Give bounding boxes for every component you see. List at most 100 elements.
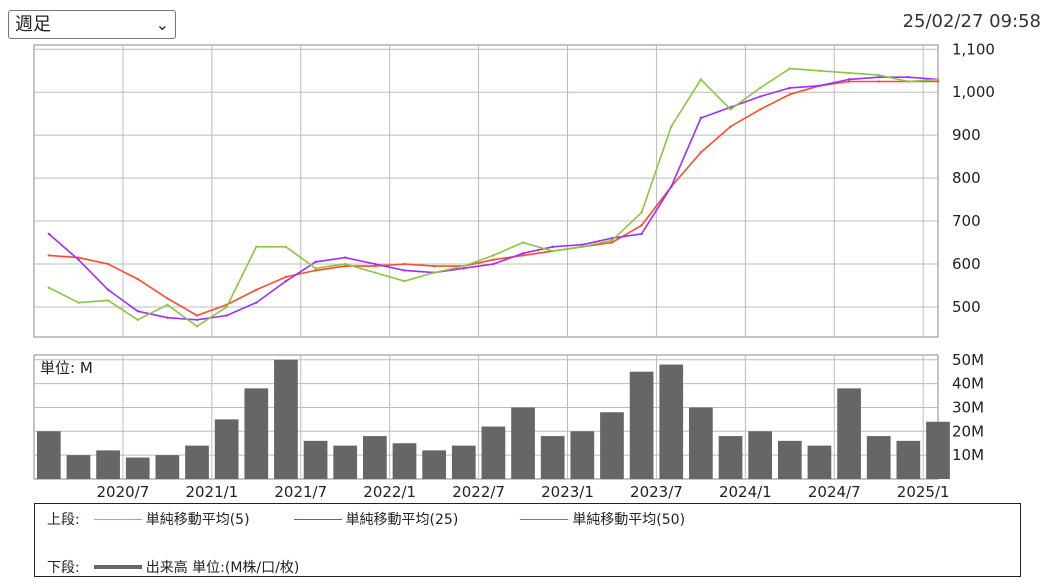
volume-bar xyxy=(66,455,91,479)
legend-volume-swatch xyxy=(93,565,142,569)
series-point-ma5 xyxy=(818,69,821,72)
volume-y-tick-label: 10M xyxy=(952,446,984,464)
series-point-ma25 xyxy=(640,232,643,236)
series-point-ma5 xyxy=(877,73,880,77)
series-point-ma5 xyxy=(521,241,525,244)
series-point-ma25 xyxy=(403,269,406,272)
x-tick-label: 2024/1 xyxy=(719,483,772,500)
volume-y-tick-label: 30M xyxy=(952,398,984,416)
series-point-ma50 xyxy=(699,151,703,154)
series-point-ma25 xyxy=(670,185,673,188)
series-point-ma25 xyxy=(847,78,851,81)
volume-bar xyxy=(155,455,180,479)
price-y-tick-label: 900 xyxy=(952,126,981,144)
x-tick-label: 2024/7 xyxy=(808,483,861,500)
series-point-ma25 xyxy=(907,76,910,79)
legend: 上段: 単純移動平均(5) 単純移動平均(25) 単純移動平均(50) 下段: … xyxy=(34,503,1021,577)
volume-bar xyxy=(303,440,328,479)
volume-bar xyxy=(451,445,476,479)
series-point-ma5 xyxy=(551,249,554,253)
volume-bar xyxy=(896,440,921,479)
series-point-ma5 xyxy=(610,239,614,242)
series-point-ma25 xyxy=(314,260,317,264)
series-point-ma5 xyxy=(106,299,110,302)
series-point-ma25 xyxy=(818,84,821,87)
series-point-ma5 xyxy=(77,301,80,304)
legend-ma25-label: 単純移動平均(25) xyxy=(345,512,459,528)
x-tick-label: 2023/1 xyxy=(541,483,594,500)
series-point-ma50 xyxy=(847,80,851,83)
price-y-tick-label: 600 xyxy=(952,255,981,273)
volume-bar xyxy=(185,445,209,479)
series-point-ma25 xyxy=(225,314,228,317)
price-y-tick-label: 500 xyxy=(952,298,981,316)
legend-ma50-label: 単純移動平均(50) xyxy=(572,512,686,528)
series-point-ma5 xyxy=(432,271,436,274)
period-select[interactable]: 週足 ⌄ xyxy=(8,10,176,39)
series-point-ma25 xyxy=(166,316,169,319)
volume-bar xyxy=(659,364,684,479)
volume-bar xyxy=(214,419,239,479)
series-point-ma25 xyxy=(758,95,762,98)
volume-y-tick-label: 20M xyxy=(952,422,984,440)
legend-lower-label: 下段: xyxy=(47,560,80,576)
series-point-ma5 xyxy=(225,305,228,309)
series-point-ma50 xyxy=(729,125,732,128)
x-tick-label: 2022/1 xyxy=(363,483,416,500)
volume-bar xyxy=(807,445,832,479)
volume-bar xyxy=(629,371,654,479)
x-tick-label: 2021/1 xyxy=(185,483,238,500)
volume-bar xyxy=(926,421,950,479)
series-point-ma5 xyxy=(729,108,732,111)
legend-ma50-swatch xyxy=(520,518,569,520)
legend-volume-label: 出来高 単位:(M株/口/枚) xyxy=(145,560,300,576)
series-point-ma25 xyxy=(877,76,880,79)
volume-bar xyxy=(689,407,713,479)
legend-ma5-label: 単純移動平均(5) xyxy=(145,512,250,528)
volume-bar xyxy=(718,436,743,479)
series-point-ma50 xyxy=(47,254,51,257)
series-point-ma50 xyxy=(877,80,880,83)
series-point-ma5 xyxy=(788,67,792,70)
x-tick-label: 2020/7 xyxy=(97,483,150,500)
volume-bar xyxy=(777,440,802,479)
series-point-ma5 xyxy=(136,318,139,322)
series-point-ma25 xyxy=(47,232,51,236)
series-point-ma50 xyxy=(136,277,139,281)
series-point-ma25 xyxy=(373,262,377,266)
series-point-ma25 xyxy=(521,252,525,255)
series-point-ma50 xyxy=(284,275,288,279)
period-select-value: 週足 xyxy=(15,14,51,35)
volume-bar xyxy=(600,412,624,479)
series-point-ma5 xyxy=(344,262,347,266)
series-point-ma5 xyxy=(255,245,258,249)
series-point-ma5 xyxy=(314,267,317,270)
volume-unit-label: 単位: M xyxy=(40,359,93,377)
chevron-down-icon: ⌄ xyxy=(155,15,169,34)
price-y-tick-label: 1,100 xyxy=(952,40,995,58)
volume-bar xyxy=(274,359,298,479)
volume-bar xyxy=(333,445,358,479)
series-point-ma50 xyxy=(166,297,169,300)
legend-ma25-swatch xyxy=(293,518,342,520)
x-tick-label: 2021/7 xyxy=(274,483,327,500)
volume-bar xyxy=(36,431,61,479)
series-point-ma25 xyxy=(788,86,792,90)
series-point-ma50 xyxy=(403,262,406,266)
volume-bar xyxy=(866,436,891,479)
volume-bar xyxy=(481,426,506,479)
volume-bar xyxy=(511,407,535,479)
legend-ma5-swatch xyxy=(93,518,142,520)
series-point-ma5 xyxy=(581,245,584,249)
series-point-ma25 xyxy=(344,256,347,259)
price-panel: 500 600 700 800 900 1,000 1,100 xyxy=(33,40,995,338)
series-point-ma5 xyxy=(373,271,377,274)
series-point-ma25 xyxy=(106,288,110,291)
series-point-ma50 xyxy=(936,80,940,83)
series-point-ma5 xyxy=(640,211,643,214)
series-point-ma50 xyxy=(255,288,258,291)
series-point-ma5 xyxy=(699,78,703,81)
series-point-ma50 xyxy=(492,258,495,261)
volume-bar xyxy=(392,443,417,479)
series-point-ma50 xyxy=(373,264,377,268)
